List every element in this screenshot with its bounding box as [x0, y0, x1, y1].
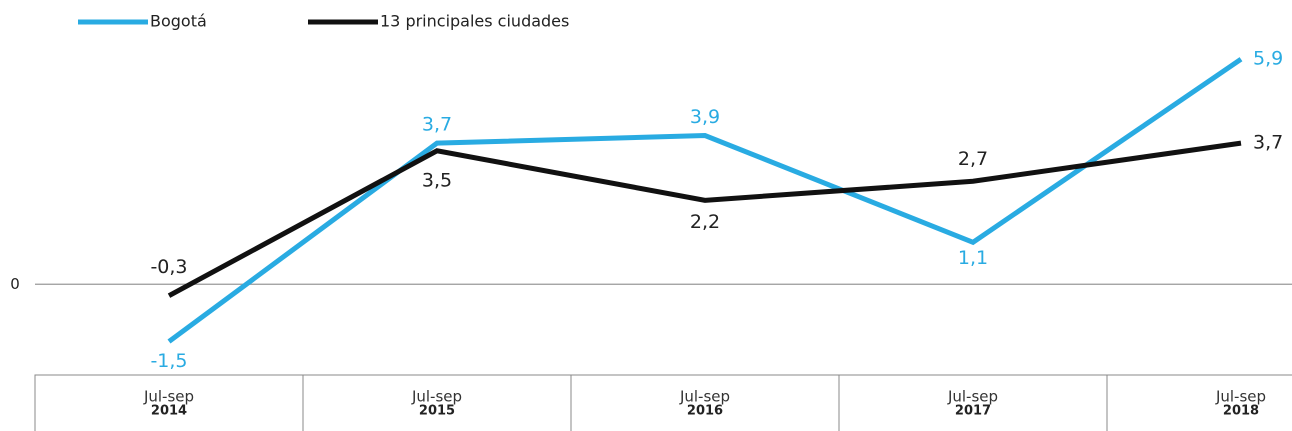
data-label: 3,9: [690, 106, 720, 128]
x-tick-label: Jul-sep: [947, 388, 998, 406]
series-line: [167, 140, 1242, 298]
x-tick-label: Jul-sep: [1215, 388, 1266, 406]
x-tick-label-year: 2014: [151, 404, 187, 419]
data-label: 3,7: [422, 114, 452, 136]
category-cell: [1106, 374, 1292, 431]
data-label: -1,5: [150, 350, 187, 372]
data-label: -0,3: [150, 256, 187, 278]
data-label: 2,2: [690, 211, 720, 233]
legend-label: Bogotá: [150, 12, 207, 31]
data-label: 3,7: [1253, 132, 1283, 154]
y-tick-label: 0: [10, 275, 20, 293]
legend-label: 13 principales ciudades: [380, 12, 569, 31]
x-tick-label-year: 2017: [955, 404, 991, 419]
x-tick-label-year: 2016: [687, 404, 723, 419]
data-label: 1,1: [958, 247, 988, 269]
x-tick-label: Jul-sep: [143, 388, 194, 406]
x-tick-label-year: 2018: [1223, 404, 1259, 419]
series-line: [167, 57, 1243, 344]
x-tick-label: Jul-sep: [679, 388, 730, 406]
x-tick-label: Jul-sep: [411, 388, 462, 406]
data-label: 2,7: [958, 148, 988, 170]
data-label: 5,9: [1253, 48, 1283, 70]
x-tick-label-year: 2015: [419, 404, 455, 419]
data-label: 3,5: [422, 169, 452, 191]
